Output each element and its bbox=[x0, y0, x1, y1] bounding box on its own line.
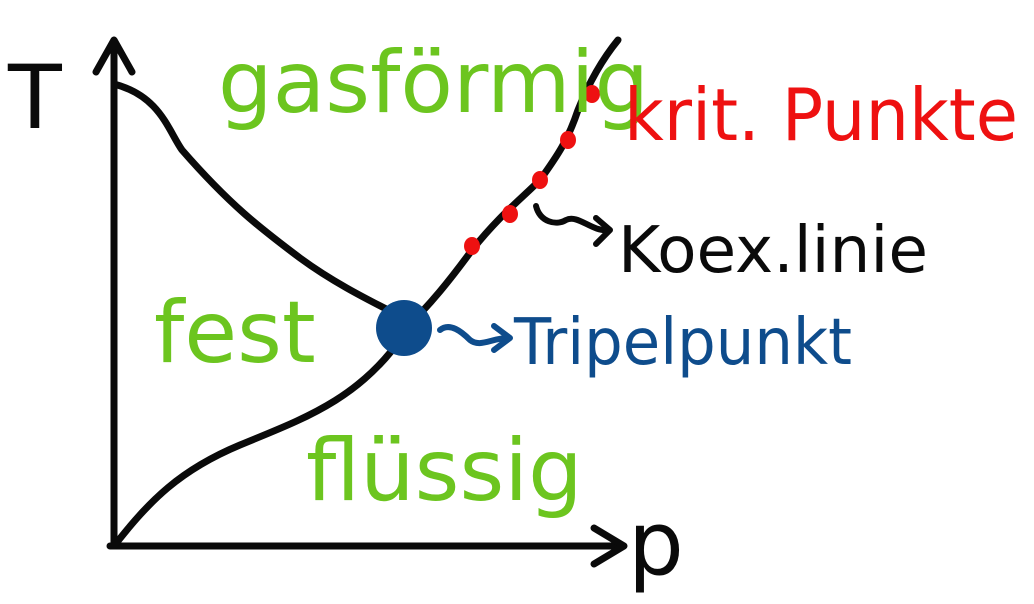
critical-points-label: krit. Punkte bbox=[624, 73, 1018, 157]
triple-arrow bbox=[437, 324, 511, 347]
critical-points bbox=[464, 85, 600, 255]
triple-point-label: Tripelpunkt bbox=[513, 306, 852, 380]
critical-point bbox=[532, 171, 548, 189]
sublimation-curve bbox=[110, 80, 408, 322]
phase-label-liquid: flüssig bbox=[306, 421, 583, 521]
x-axis-arrowhead bbox=[590, 524, 628, 568]
phase-label-gas: gasförmig bbox=[218, 33, 649, 133]
x-axis-label: p bbox=[628, 492, 684, 595]
phase-label-solid: fest bbox=[154, 283, 316, 383]
critical-point bbox=[584, 85, 600, 103]
critical-point bbox=[560, 131, 576, 149]
triple-point-dot bbox=[376, 300, 432, 356]
coexistence-arrow bbox=[533, 203, 611, 234]
triple-arrowhead bbox=[491, 323, 513, 353]
solid-liquid-curve bbox=[110, 330, 408, 550]
y-axis-label: T bbox=[7, 46, 63, 149]
coexistence-line-label: Koex.linie bbox=[618, 214, 928, 288]
coexistence-arrowhead bbox=[593, 215, 613, 247]
critical-point bbox=[502, 205, 518, 223]
critical-point bbox=[464, 237, 480, 255]
y-axis-arrowhead bbox=[92, 36, 136, 76]
